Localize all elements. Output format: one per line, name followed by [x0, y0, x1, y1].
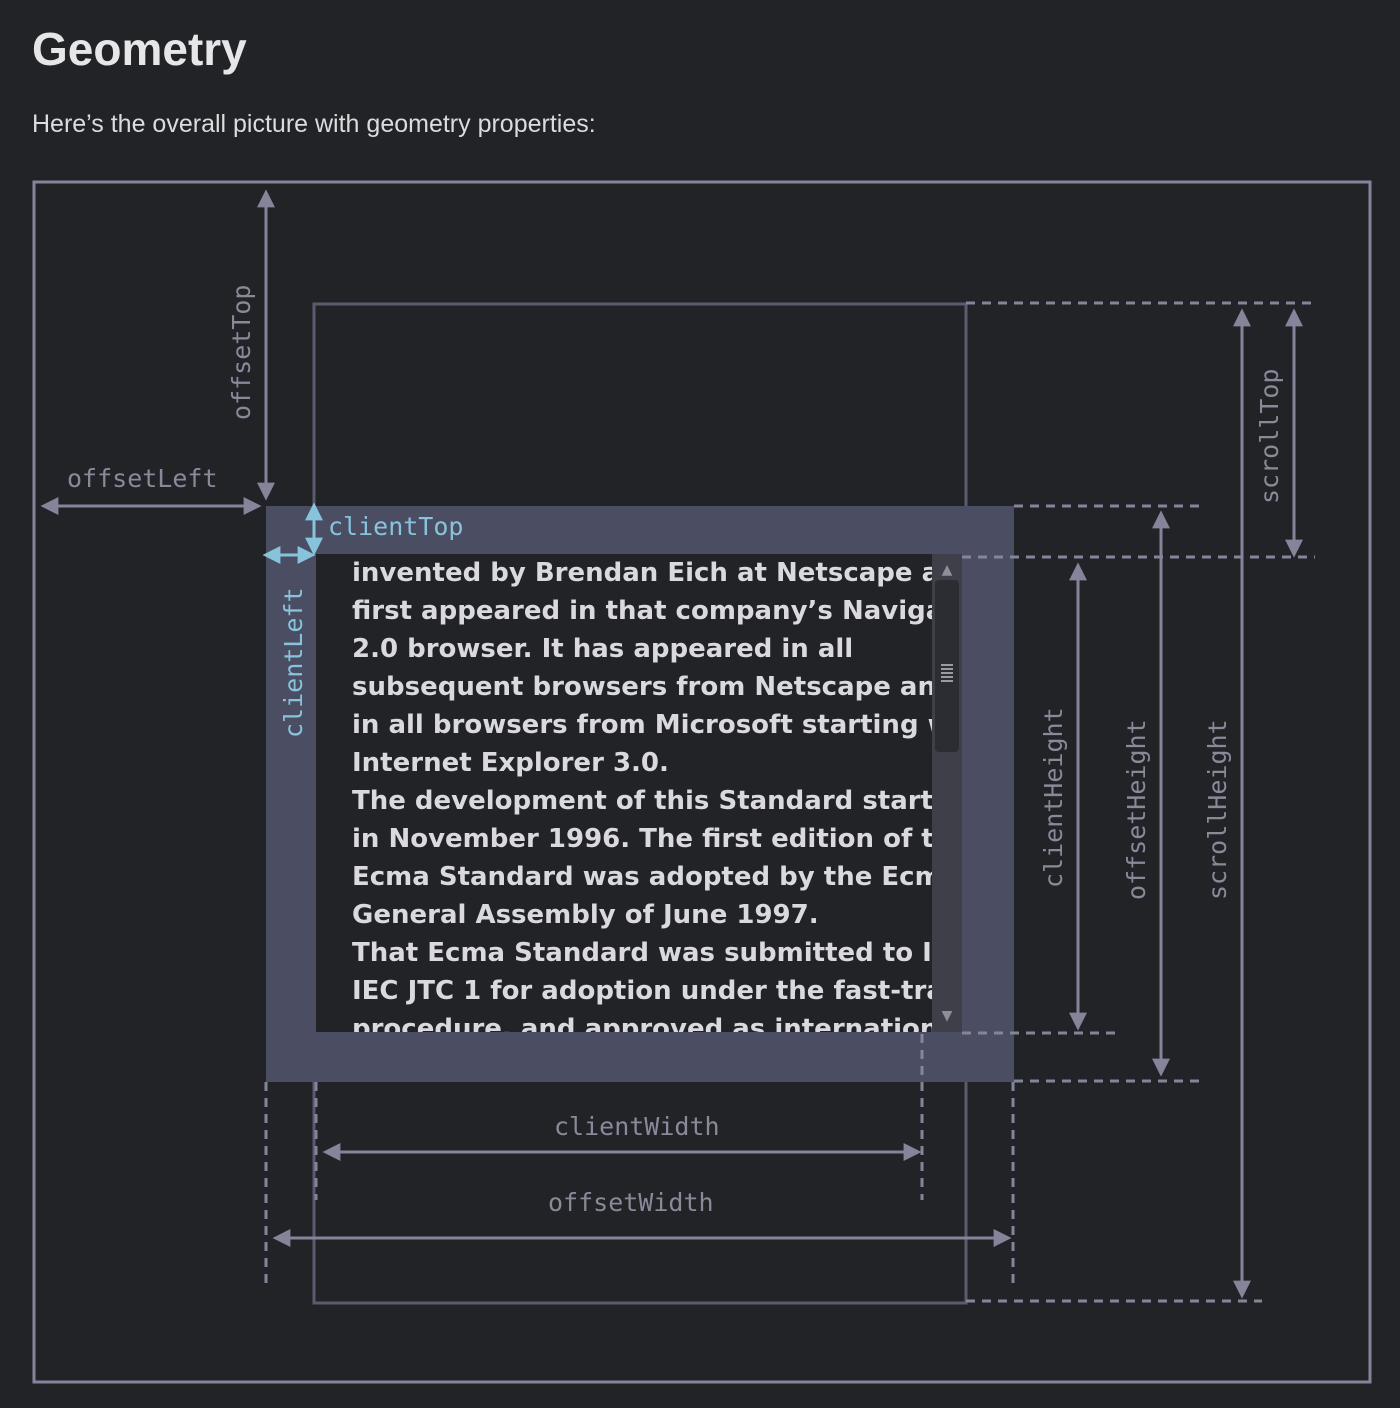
grip-icon [941, 664, 953, 682]
content-line: General Assembly of June 1997. [352, 900, 819, 930]
client-width-label: clientWidth [554, 1112, 720, 1141]
content-line: in all browsers from Microsoft starting … [352, 710, 932, 740]
content-line: Internet Explorer 3.0. [352, 748, 669, 778]
content-line: in November 1996. The first edition of t… [352, 824, 932, 854]
offset-height-label: offsetHeight [1122, 719, 1151, 900]
client-top-label: clientTop [328, 512, 463, 541]
content-text: invented by Brendan Eich at Netscape and… [316, 554, 932, 1032]
scroll-up-arrow-icon[interactable]: ▲ [941, 562, 953, 578]
content-line: procedure, and approved as international [352, 1014, 932, 1032]
content-line: IEC JTC 1 for adoption under the fast-tr… [352, 976, 932, 1006]
scrollable-content[interactable]: invented by Brendan Eich at Netscape and… [316, 554, 932, 1032]
offset-left-label: offsetLeft [67, 464, 218, 493]
offset-width-label: offsetWidth [548, 1188, 714, 1217]
content-line: Ecma Standard was adopted by the Ecma [352, 862, 932, 892]
element-client-area [316, 554, 962, 1032]
content-line: invented by Brendan Eich at Netscape and [352, 558, 932, 588]
parent-container-frame [32, 180, 1372, 1384]
scroll-thumb[interactable] [935, 580, 959, 752]
scroll-top-label: scrollTop [1255, 369, 1284, 504]
scroll-height-label: scrollHeight [1203, 719, 1232, 900]
dashed-guides [264, 301, 1315, 1303]
content-line: first appeared in that company’s Navigat… [352, 596, 932, 626]
offset-top-label: offsetTop [227, 285, 256, 420]
content-line: subsequent browsers from Netscape and [352, 672, 932, 702]
content-line: That Ecma Standard was submitted to ISO/ [352, 938, 932, 968]
client-left-label: clientLeft [279, 587, 308, 738]
client-height-label: clientHeight [1039, 707, 1068, 888]
scroll-down-arrow-icon[interactable]: ▼ [941, 1008, 953, 1024]
vertical-scrollbar[interactable]: ▲ ▼ [932, 554, 962, 1032]
content-line: The development of this Standard started [352, 786, 932, 816]
content-line: 2.0 browser. It has appeared in all [352, 634, 854, 664]
page-title: Geometry [32, 23, 247, 75]
intro-text: Here’s the overall picture with geometry… [32, 110, 596, 138]
